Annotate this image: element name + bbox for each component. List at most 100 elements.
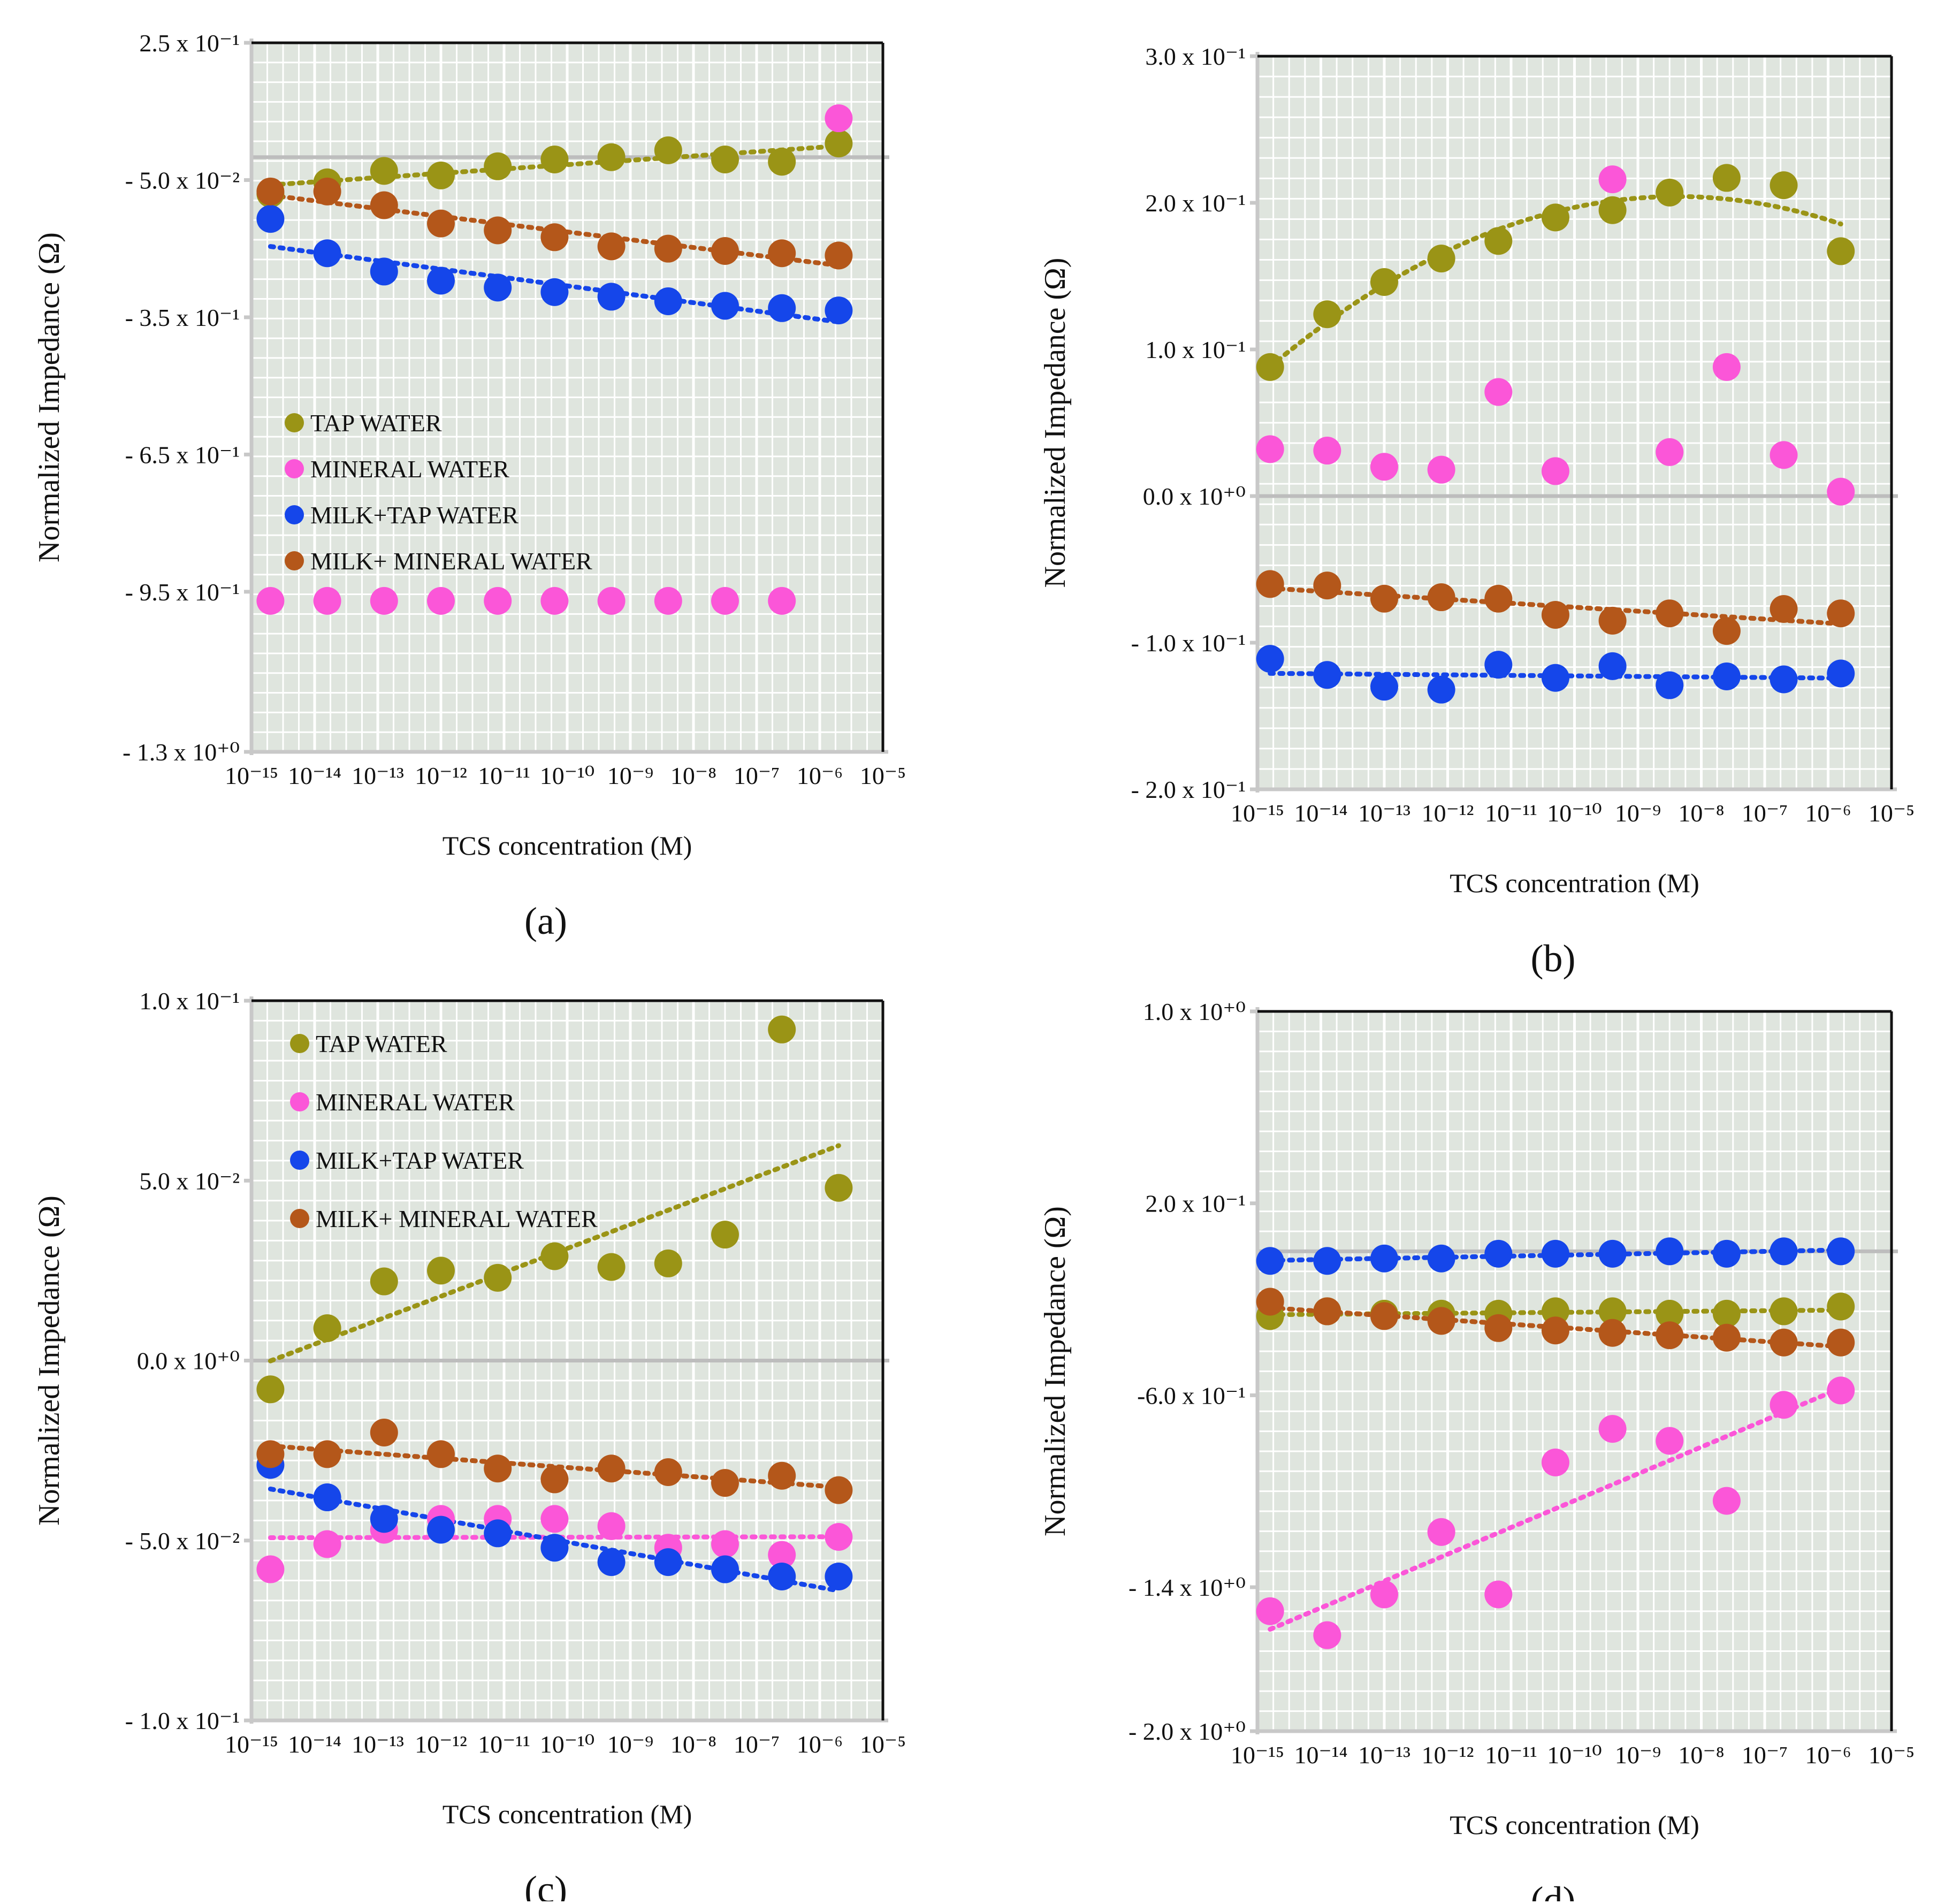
- data-point: [1770, 171, 1798, 200]
- data-point: [370, 1505, 398, 1533]
- x-tick-label: 10⁻¹⁴: [1294, 799, 1347, 827]
- legend-label: MILK+ MINERAL WATER: [316, 1205, 598, 1232]
- data-point: [1484, 1314, 1513, 1342]
- data-point: [711, 1530, 739, 1558]
- data-point: [654, 1458, 682, 1486]
- y-tick-label: 2.0 x 10⁻¹: [1145, 189, 1246, 217]
- legend-label: MILK+ MINERAL WATER: [310, 547, 592, 575]
- x-tick-label: 10⁻¹⁵: [1231, 1741, 1284, 1769]
- data-point: [484, 152, 512, 180]
- data-point: [654, 1249, 682, 1277]
- x-tick-label: 10⁻⁹: [1615, 799, 1661, 827]
- data-point: [370, 587, 398, 615]
- data-point: [825, 1563, 853, 1590]
- data-point: [313, 1314, 341, 1342]
- y-tick-label: - 2.0 x 10⁻¹: [1131, 776, 1246, 803]
- data-point: [1256, 645, 1284, 673]
- chart-panel-d: 1.0 x 10⁺⁰ 2.0 x 10⁻¹ -6.0 x 10⁻¹ - 1.4 x 1…: [1039, 998, 1915, 1904]
- data-point: [1313, 661, 1341, 689]
- data-point: [1827, 1237, 1855, 1266]
- data-point: [540, 1242, 569, 1270]
- data-point: [825, 104, 853, 133]
- data-point: [1770, 1328, 1798, 1357]
- data-point: [484, 1263, 512, 1292]
- data-point: [1370, 1302, 1398, 1330]
- data-point: [427, 1440, 455, 1468]
- data-point: [1770, 1297, 1798, 1326]
- x-axis-title: TCS concentration (M): [443, 831, 692, 860]
- data-point: [1598, 1239, 1627, 1268]
- data-point: [1656, 178, 1684, 207]
- x-axis-title: TCS concentration (M): [1450, 1810, 1699, 1840]
- y-axis-title: Normalized Impedance (Ω): [1039, 258, 1072, 588]
- data-point: [1484, 227, 1513, 255]
- panel-label: (c): [524, 1868, 567, 1901]
- data-point: [654, 287, 682, 315]
- legend: TAP WATER MINERAL WATER MILK+TAP WATER MILK…: [290, 1030, 598, 1232]
- series-tap: [1256, 164, 1855, 381]
- trendline-milk_mineral: [1268, 1305, 1843, 1349]
- data-point: [1313, 572, 1341, 600]
- series-mineral: [256, 104, 853, 615]
- data-point: [1827, 237, 1855, 265]
- legend-marker: [290, 1209, 309, 1228]
- data-point: [825, 1174, 853, 1202]
- data-point: [1256, 435, 1284, 463]
- data-point: [1656, 1427, 1684, 1455]
- data-point: [1656, 1321, 1684, 1350]
- data-point: [427, 587, 455, 615]
- x-tick-label: 10⁻⁵: [1869, 1741, 1915, 1769]
- data-point: [1712, 1323, 1741, 1352]
- chart-panel-c: 1.0 x 10⁻¹ 5.0 x 10⁻² 0.0 x 10⁺⁰ - 5.0 x 10…: [33, 987, 906, 1904]
- data-point: [1541, 1316, 1569, 1345]
- data-point: [1656, 1237, 1684, 1266]
- data-point: [1370, 584, 1398, 613]
- data-point: [1712, 1299, 1741, 1328]
- x-tick-label: 10⁻¹⁴: [1294, 1741, 1347, 1769]
- data-point: [1827, 1376, 1855, 1405]
- data-point: [1770, 1237, 1798, 1266]
- data-point: [1427, 1244, 1455, 1273]
- series-mineral: [1256, 165, 1855, 506]
- x-tick-label: 10⁻¹³: [1358, 1741, 1410, 1769]
- y-tick-label: - 1.0 x 10⁻¹: [1131, 629, 1246, 657]
- legend-label: MILK+TAP WATER: [316, 1147, 524, 1174]
- data-point: [540, 145, 569, 173]
- trendline-mineral: [1268, 1385, 1843, 1632]
- data-point: [1541, 457, 1569, 485]
- data-point: [1370, 1580, 1398, 1609]
- data-point: [256, 587, 285, 615]
- data-point: [370, 1419, 398, 1446]
- x-tick-label: 10⁻¹²: [1422, 799, 1474, 827]
- data-point: [825, 296, 853, 325]
- y-tick-label: 0.0 x 10⁺⁰: [137, 1347, 240, 1375]
- data-point: [1770, 665, 1798, 694]
- data-point: [825, 1476, 853, 1504]
- data-point: [370, 257, 398, 286]
- series-milk_mineral: [1256, 1288, 1855, 1357]
- series-milk_tap: [1256, 1237, 1855, 1275]
- y-axis-title: Normalized Impedance (Ω): [33, 232, 66, 562]
- data-point: [1427, 1307, 1455, 1335]
- legend-marker: [290, 1151, 309, 1170]
- data-point: [1827, 477, 1855, 506]
- data-point: [768, 587, 796, 615]
- data-point: [597, 1548, 626, 1576]
- x-axis-title: TCS concentration (M): [443, 1799, 692, 1829]
- legend-marker: [285, 459, 304, 478]
- x-tick-label: 10⁻¹³: [352, 762, 404, 789]
- x-tick-label: 10⁻⁶: [797, 1731, 843, 1758]
- x-tick-label: 10⁻⁶: [797, 762, 843, 789]
- data-point: [825, 130, 853, 158]
- x-tick-label: 10⁻¹⁵: [225, 762, 278, 789]
- x-tick-label: 10⁻⁷: [734, 1731, 780, 1758]
- data-point: [597, 1454, 626, 1483]
- series-milk_tap: [256, 205, 853, 325]
- data-point: [1541, 664, 1569, 692]
- y-tick-label: - 5.0 x 10⁻²: [125, 1527, 240, 1555]
- data-point: [1256, 1288, 1284, 1316]
- data-point: [1712, 662, 1741, 691]
- data-point: [1427, 1518, 1455, 1546]
- x-tick-label: 10⁻¹²: [1422, 1741, 1474, 1769]
